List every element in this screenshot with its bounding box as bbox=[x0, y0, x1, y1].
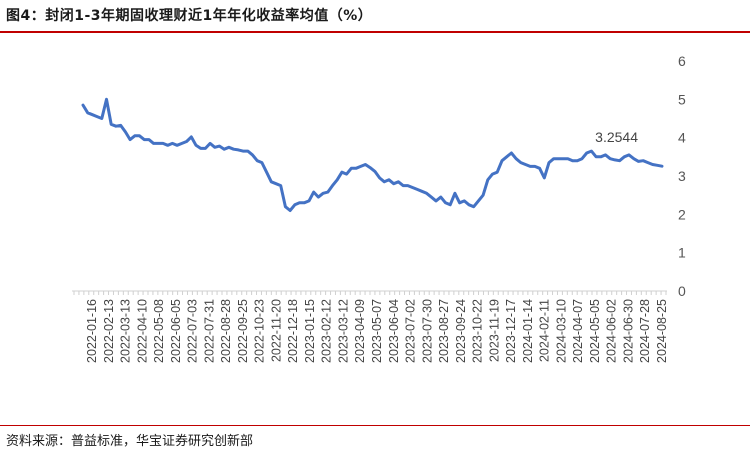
x-tick-label: 2022-06-05 bbox=[169, 299, 183, 363]
x-tick-label: 2023-06-04 bbox=[387, 299, 401, 363]
x-tick-label: 2024-06-02 bbox=[605, 299, 619, 363]
title-divider bbox=[0, 31, 750, 33]
chart-title: 图4：封闭1-3年期固收理财近1年年化收益率均值（%） bbox=[6, 8, 373, 24]
x-tick-label: 2022-07-03 bbox=[186, 299, 200, 363]
x-tick-label: 2023-09-24 bbox=[454, 299, 468, 363]
x-tick-label: 2023-03-12 bbox=[336, 299, 350, 363]
x-tick-label: 2022-07-31 bbox=[202, 299, 216, 363]
x-tick-label: 2023-12-17 bbox=[504, 299, 518, 363]
x-tick-label: 2023-11-19 bbox=[487, 299, 501, 362]
y-tick-label: 0 bbox=[678, 283, 686, 299]
x-tick-label: 2024-07-28 bbox=[638, 299, 652, 363]
x-tick-label: 2024-03-10 bbox=[554, 299, 568, 363]
y-tick-label: 4 bbox=[678, 130, 686, 146]
x-tick-label: 2022-04-10 bbox=[135, 299, 149, 363]
x-tick-label: 2024-08-25 bbox=[655, 299, 669, 363]
x-tick-label: 2023-07-30 bbox=[420, 299, 434, 363]
x-tick-label: 2022-11-20 bbox=[269, 299, 283, 362]
x-tick-label: 2022-05-08 bbox=[152, 299, 166, 363]
x-tick-label: 2023-01-15 bbox=[303, 299, 317, 363]
x-tick-label: 2023-08-27 bbox=[437, 299, 451, 363]
x-tick-label: 2023-02-12 bbox=[320, 299, 334, 363]
x-tick-label: 2022-10-23 bbox=[253, 299, 267, 363]
x-tick-label: 2023-07-02 bbox=[404, 299, 418, 363]
x-tick-label: 2022-12-18 bbox=[286, 299, 300, 363]
x-tick-label: 2022-08-28 bbox=[219, 299, 233, 363]
y-tick-label: 6 bbox=[678, 53, 686, 69]
source-divider bbox=[0, 425, 750, 426]
x-tick-label: 2022-02-13 bbox=[102, 299, 116, 363]
x-tick-label: 2022-03-13 bbox=[119, 299, 133, 363]
source-note: 资料来源：普益标准，华宝证券研究创新部 bbox=[6, 434, 254, 449]
x-tick-label: 2024-01-14 bbox=[521, 299, 535, 363]
y-tick-label: 5 bbox=[678, 91, 686, 107]
x-tick-label: 2023-05-07 bbox=[370, 299, 384, 363]
x-tick-label: 2024-05-05 bbox=[588, 299, 602, 363]
x-tick-label: 2023-10-22 bbox=[471, 299, 485, 363]
x-tick-label: 2022-09-25 bbox=[236, 299, 250, 363]
x-tick-label: 2022-01-16 bbox=[85, 299, 99, 363]
x-tick-label: 2023-04-09 bbox=[353, 299, 367, 363]
data-label: 3.2544 bbox=[595, 129, 638, 145]
y-tick-label: 1 bbox=[678, 245, 686, 261]
y-tick-label: 2 bbox=[678, 206, 686, 222]
x-tick-label: 2024-06-30 bbox=[621, 299, 635, 363]
x-tick-label: 2024-04-07 bbox=[571, 299, 585, 363]
series-line bbox=[81, 97, 664, 212]
y-tick-label: 3 bbox=[678, 168, 686, 184]
x-tick-label: 2024-02-11 bbox=[538, 299, 552, 362]
